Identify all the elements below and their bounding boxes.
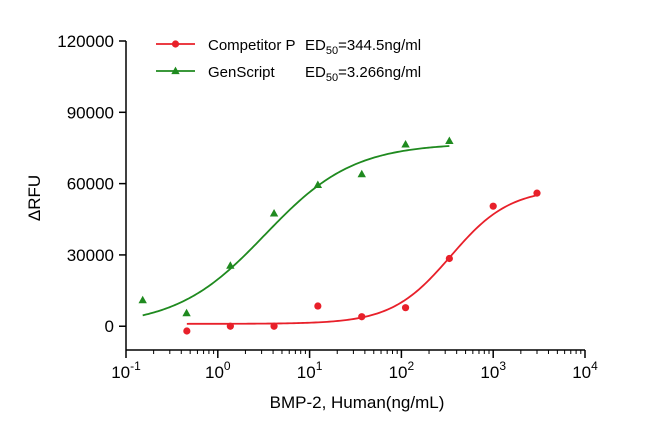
data-point bbox=[183, 327, 191, 335]
data-point bbox=[270, 322, 278, 330]
data-point bbox=[533, 189, 541, 197]
legend-marker bbox=[171, 40, 180, 48]
y-tick-label: 60000 bbox=[67, 175, 114, 194]
data-point bbox=[445, 136, 454, 144]
data-points bbox=[138, 136, 541, 335]
data-point bbox=[226, 322, 234, 330]
y-tick-label: 120000 bbox=[57, 32, 114, 51]
data-point bbox=[358, 313, 366, 321]
data-point bbox=[182, 308, 191, 317]
y-tick-label: 30000 bbox=[67, 246, 114, 265]
legend-marker bbox=[171, 66, 180, 75]
data-point bbox=[489, 202, 497, 210]
legend-ed50: ED50=3.266ng/ml bbox=[305, 64, 421, 84]
data-point bbox=[401, 140, 410, 148]
x-axis-label: BMP-2, Human(ng/mL) bbox=[270, 393, 445, 412]
x-tick-label: 102 bbox=[389, 359, 415, 382]
data-point bbox=[357, 169, 366, 178]
data-point bbox=[401, 304, 410, 312]
y-axis-label: ΔRFU bbox=[25, 175, 44, 221]
x-tick-label: 104 bbox=[572, 359, 598, 382]
x-tick-label: 100 bbox=[205, 359, 231, 382]
data-point bbox=[269, 208, 279, 217]
data-point bbox=[226, 261, 235, 269]
data-point bbox=[138, 295, 147, 304]
x-axis: 10-1 100 101 102 103 104 bbox=[111, 349, 598, 382]
y-tick-label: 90000 bbox=[67, 103, 114, 122]
x-tick-label: 103 bbox=[480, 359, 506, 382]
fit-curve bbox=[142, 145, 450, 317]
data-point bbox=[313, 180, 323, 188]
data-point bbox=[314, 302, 322, 310]
legend: Competitor P ED50=344.5ng/ml GenScript ED50… bbox=[156, 37, 421, 84]
y-axis: 0 30000 60000 90000 120000 bbox=[57, 32, 127, 350]
y-tick-label: 0 bbox=[105, 317, 114, 336]
data-point bbox=[445, 254, 453, 263]
x-tick-label: 10-1 bbox=[111, 359, 141, 382]
fit-curves bbox=[142, 145, 538, 325]
x-tick-label: 101 bbox=[297, 359, 323, 382]
legend-series-name: GenScript bbox=[208, 64, 276, 81]
legend-ed50: ED50=344.5ng/ml bbox=[305, 37, 421, 57]
legend-series-name: Competitor P bbox=[208, 37, 296, 54]
